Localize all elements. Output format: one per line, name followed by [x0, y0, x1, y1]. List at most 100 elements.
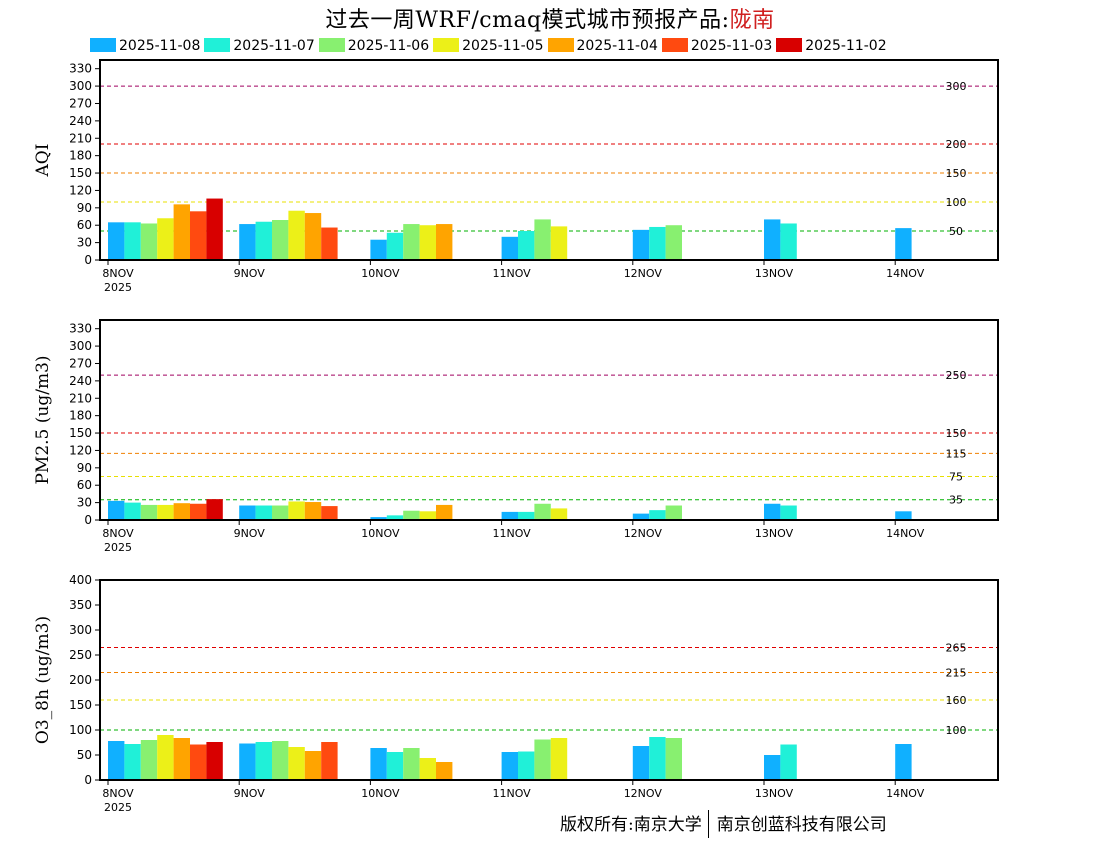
bar: [436, 224, 453, 260]
bar: [157, 504, 174, 520]
y-tick-label: 210: [69, 391, 92, 405]
legend-swatch: [204, 37, 231, 52]
threshold-label: 115: [946, 447, 967, 460]
bar: [108, 741, 125, 780]
y-tick-label: 0: [84, 513, 92, 527]
legend-swatch: [318, 37, 345, 52]
x-tick-label: 9NOV: [234, 267, 266, 280]
y-tick-label: 30: [77, 496, 92, 510]
bar: [895, 228, 912, 260]
bar: [124, 222, 141, 260]
y-tick-label: 100: [69, 723, 92, 737]
threshold-label: 250: [946, 369, 967, 382]
bar: [419, 511, 436, 520]
bar: [124, 502, 141, 520]
x-tick-label: 10NOV: [361, 787, 400, 800]
bar: [780, 744, 797, 780]
title-main: 过去一周WRF/cmaq模式城市预报产品:: [325, 8, 730, 33]
y-tick-label: 330: [69, 62, 92, 76]
bar: [665, 505, 682, 520]
bar: [304, 751, 322, 780]
bar: [403, 224, 420, 260]
legend-swatch: [776, 37, 803, 52]
legend-item: 2025-11-06: [318, 37, 429, 54]
legend-item: 2025-11-08: [90, 37, 200, 54]
title-city: 陇南: [729, 8, 775, 33]
bar: [140, 504, 158, 520]
y-tick-label: 120: [69, 443, 92, 457]
bar: [403, 510, 420, 520]
legend-item: 2025-11-07: [204, 37, 315, 54]
bar: [108, 500, 125, 520]
threshold-label: 300: [946, 80, 967, 93]
bar: [501, 236, 518, 260]
x-tick-label: 13NOV: [755, 787, 794, 800]
bar: [239, 505, 256, 520]
bar: [632, 229, 650, 260]
y-tick-label: 180: [69, 409, 92, 423]
footer-separator: [707, 810, 709, 838]
y-tick-label: 400: [69, 573, 92, 587]
bar: [386, 515, 404, 520]
x-tick-label: 14NOV: [886, 527, 925, 540]
bar: [206, 198, 223, 260]
y-tick-label: 90: [77, 461, 92, 475]
x-tick-label: 12NOV: [624, 267, 663, 280]
bar: [173, 738, 190, 780]
x-tick-label: 14NOV: [886, 267, 925, 280]
legend-label: 2025-11-07: [233, 37, 315, 54]
legend-label: 2025-11-02: [805, 37, 887, 54]
x-year-label: 2025: [104, 281, 132, 294]
threshold-label: 160: [946, 694, 967, 707]
bar: [649, 510, 666, 520]
y-axis-label: AQI: [33, 144, 53, 178]
bar: [272, 220, 289, 260]
bar: [534, 739, 551, 780]
bar: [534, 503, 551, 520]
bar: [239, 743, 256, 780]
legend-swatch: [90, 37, 116, 52]
bar: [304, 213, 322, 260]
y-tick-label: 0: [84, 773, 92, 787]
x-tick-label: 8NOV: [102, 267, 134, 280]
threshold-label: 200: [946, 138, 967, 151]
bar: [518, 231, 535, 260]
x-tick-label: 10NOV: [361, 527, 400, 540]
bar: [780, 223, 797, 260]
legend-label: 2025-11-03: [690, 37, 773, 54]
y-tick-label: 270: [69, 356, 92, 370]
y-tick-label: 50: [77, 748, 92, 762]
bar: [764, 503, 781, 520]
legend-item: 2025-11-02: [776, 37, 887, 54]
y-tick-label: 30: [77, 236, 92, 250]
x-tick-label: 9NOV: [234, 527, 266, 540]
bar: [649, 226, 666, 260]
y-tick-label: 150: [69, 166, 92, 180]
bar: [534, 219, 551, 260]
threshold-label: 75: [949, 471, 963, 484]
y-tick-label: 250: [69, 648, 92, 662]
bar: [419, 225, 436, 260]
y-tick-label: 200: [69, 673, 92, 687]
threshold-label: 150: [946, 167, 967, 180]
bar: [895, 744, 912, 780]
bar: [255, 505, 272, 520]
bar: [649, 737, 666, 780]
y-tick-label: 0: [84, 253, 92, 267]
legend-swatch: [547, 37, 574, 52]
y-tick-label: 60: [77, 478, 92, 492]
y-tick-label: 240: [69, 114, 92, 128]
x-tick-label: 12NOV: [624, 527, 663, 540]
x-tick-label: 9NOV: [234, 787, 266, 800]
y-tick-label: 180: [69, 149, 92, 163]
footer-right: 南京创蓝科技有限公司: [716, 815, 887, 835]
bar: [190, 503, 207, 520]
bar: [272, 505, 289, 520]
bar: [321, 742, 338, 780]
threshold-label: 150: [946, 427, 967, 440]
footer-left: 版权所有:南京大学: [560, 815, 702, 835]
legend-label: 2025-11-05: [462, 37, 544, 54]
x-tick-label: 13NOV: [755, 267, 794, 280]
bar: [518, 511, 535, 520]
